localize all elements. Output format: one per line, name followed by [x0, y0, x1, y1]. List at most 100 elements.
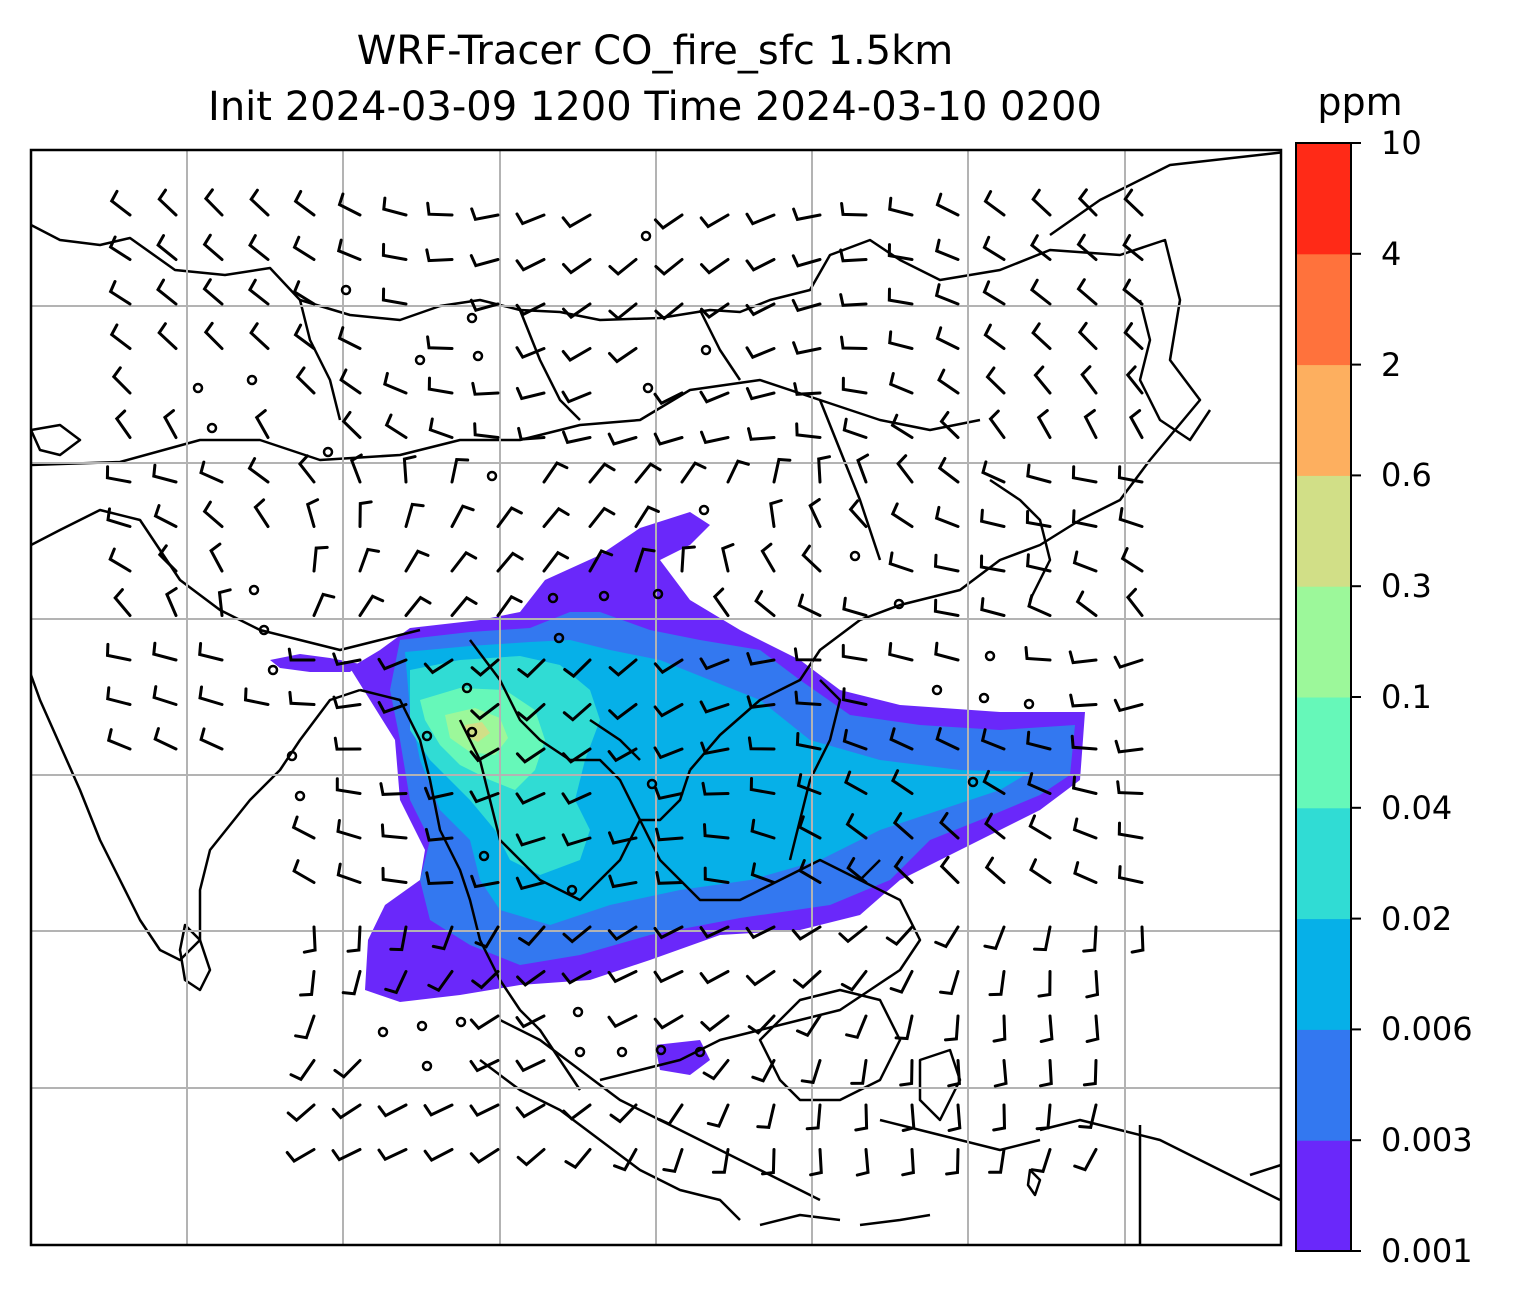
wind-barb: [341, 410, 362, 439]
wind-barb: [808, 498, 822, 528]
wind-barb: [1028, 814, 1052, 840]
calm-wind-circle: [655, 1044, 667, 1056]
wind-barb: [607, 925, 638, 942]
wind-barb: [889, 727, 914, 751]
colorbar: [1296, 143, 1351, 1252]
wind-barb: [515, 302, 546, 317]
wind-barb: [703, 866, 730, 884]
co-concentration-field: [270, 512, 1085, 1075]
wind-barb: [791, 925, 822, 941]
wind-barb: [988, 970, 1006, 997]
wind-barb: [469, 1014, 500, 1031]
wind-barb: [291, 815, 316, 840]
wind-barb: [427, 376, 454, 395]
wind-barb: [888, 551, 914, 573]
wind-barb: [1036, 409, 1052, 439]
wind-barb: [384, 970, 408, 995]
wind-barb: [1123, 188, 1144, 217]
wind-barb: [699, 925, 730, 939]
wind-barb: [935, 326, 960, 350]
wind-barb: [634, 547, 656, 573]
wind-barb: [793, 647, 822, 662]
wind-barb: [423, 1148, 454, 1163]
wind-barb: [202, 500, 224, 528]
wind-barb: [1026, 553, 1052, 573]
wind-barb: [428, 417, 454, 439]
wind-barb: [333, 736, 362, 751]
wind-barb: [341, 970, 362, 996]
wind-barb: [1085, 1014, 1100, 1043]
wind-barb: [982, 235, 1006, 261]
wind-barb: [653, 391, 684, 406]
wind-barb: [515, 876, 546, 891]
wind-barb: [469, 1103, 500, 1118]
wind-barb: [939, 855, 960, 884]
wind-barb: [754, 590, 776, 617]
calm-wind-circle: [206, 422, 218, 434]
wind-barb: [469, 298, 500, 312]
wind-barb: [165, 587, 178, 617]
colorbar-tick-label: 0.001: [1381, 1232, 1473, 1270]
wind-barb: [1078, 1103, 1098, 1130]
wind-barb: [335, 777, 362, 795]
wind-barb: [358, 500, 373, 528]
wind-barb: [199, 460, 224, 484]
wind-barb: [470, 703, 500, 721]
wind-barb: [842, 728, 868, 751]
wind-barb: [796, 773, 822, 795]
wind-barb: [297, 454, 316, 484]
wind-barb: [979, 554, 1006, 573]
wind-barb: [795, 732, 822, 751]
wind-barb: [793, 382, 822, 396]
wind-barb: [293, 190, 316, 217]
wind-barb: [562, 302, 592, 320]
wind-barb: [988, 409, 1006, 439]
wind-barb: [247, 457, 270, 484]
wind-barb: [745, 346, 776, 360]
colorbar-tick-label: 0.1: [1381, 678, 1432, 716]
wind-barb: [1039, 1059, 1053, 1088]
wind-barb: [470, 658, 500, 677]
wind-barb: [848, 499, 868, 528]
wind-barb: [613, 1148, 638, 1172]
wind-barb: [152, 685, 178, 706]
calm-wind-circle: [472, 350, 484, 362]
colorbar-tick-label: 4: [1381, 234, 1402, 273]
wind-barb: [934, 925, 960, 949]
wind-barb: [289, 1059, 316, 1082]
wind-barb: [203, 321, 224, 350]
wind-barb: [162, 409, 178, 439]
calm-wind-circle: [640, 230, 652, 242]
wind-barb: [772, 457, 792, 484]
colorbar-band: [1296, 475, 1351, 587]
wind-barb: [1077, 321, 1098, 350]
wind-barb: [887, 287, 914, 306]
wind-barb: [333, 1059, 362, 1079]
map-title-line-1: WRF-Tracer CO_fire_sfc 1.5km: [356, 28, 954, 74]
wind-barb: [1082, 1059, 1098, 1087]
wind-barb: [699, 213, 730, 229]
colorbar-tick-label: 0.04: [1381, 788, 1453, 827]
wind-barb: [249, 188, 270, 217]
wind-barb: [243, 687, 270, 706]
wind-barb: [899, 1059, 914, 1087]
calm-wind-circle: [931, 684, 943, 696]
wind-barb: [426, 201, 454, 217]
wind-barb: [983, 925, 1006, 951]
calm-wind-circle: [421, 730, 433, 742]
wind-barb: [992, 1103, 1007, 1132]
wind-barb: [901, 1103, 916, 1132]
wind-barb: [939, 970, 960, 996]
wind-barb: [1071, 465, 1098, 484]
wind-barb: [805, 1103, 822, 1131]
wind-barb: [426, 335, 454, 350]
wind-barb: [609, 1103, 638, 1124]
wind-barb: [157, 188, 178, 217]
wind-barb: [791, 298, 822, 313]
wind-barb: [332, 652, 362, 667]
wind-barb: [450, 457, 470, 484]
wind-barb: [760, 542, 776, 573]
colorbar-band: [1296, 1140, 1351, 1252]
wind-barb: [1075, 590, 1098, 617]
wind-barb: [337, 192, 362, 217]
